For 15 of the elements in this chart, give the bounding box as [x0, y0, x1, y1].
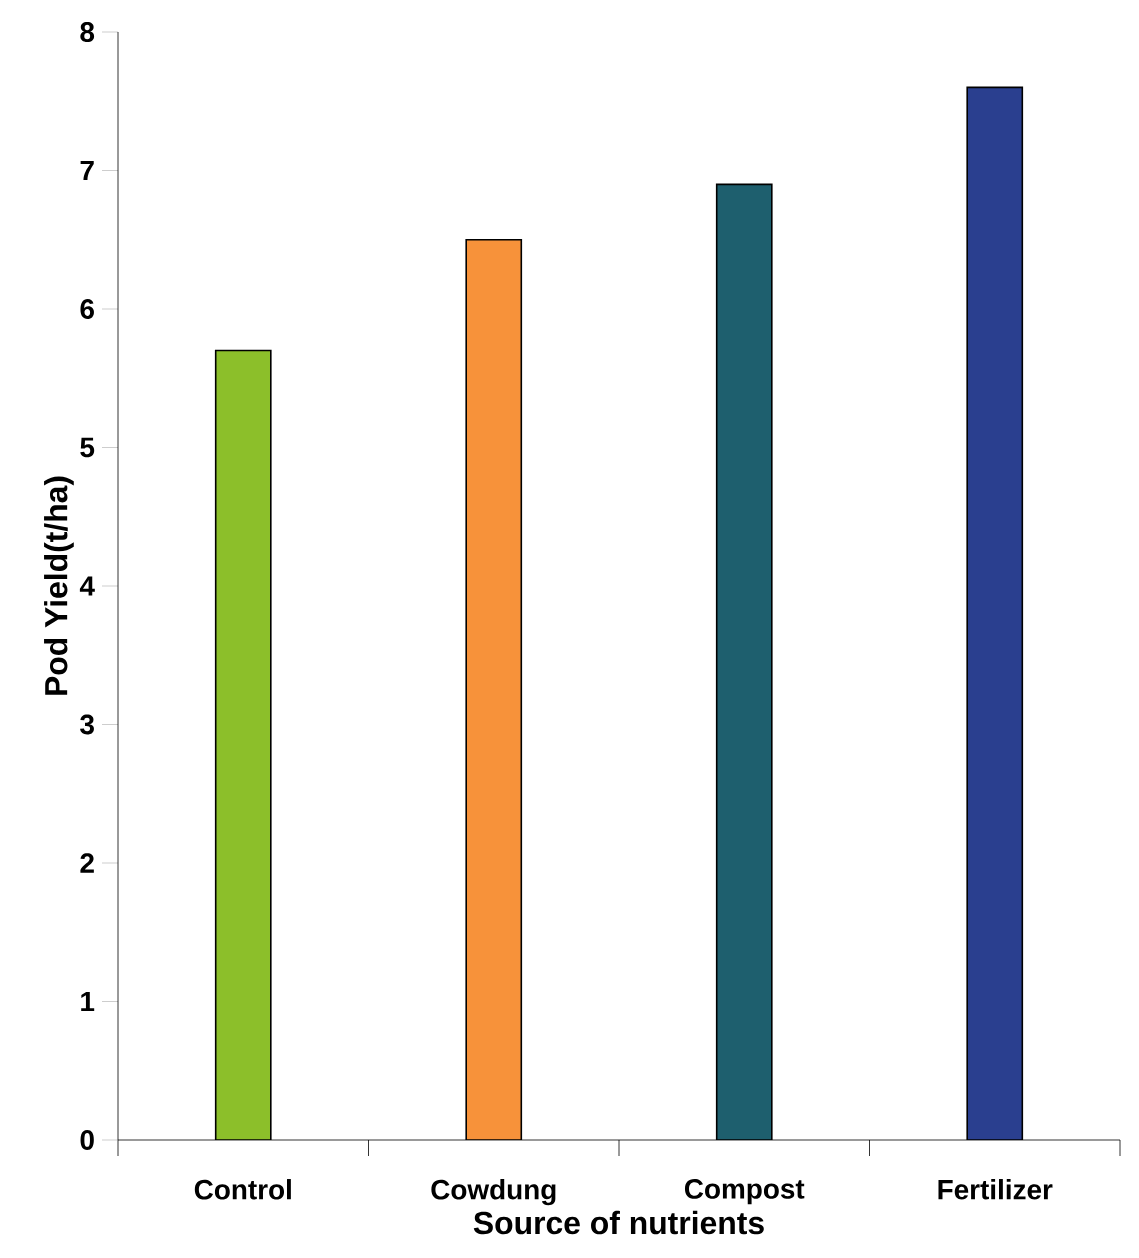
y-tick-label: 0 — [80, 1130, 94, 1150]
x-axis-title: Source of nutrients — [473, 1210, 764, 1235]
x-tick-label: Cowdung — [431, 1179, 556, 1206]
y-axis-title: Pod Yield(t/ha) — [44, 476, 74, 695]
y-tick-label: 6 — [80, 299, 94, 319]
y-tick-label: 3 — [80, 714, 94, 735]
x-tick-label: Compost — [684, 1179, 805, 1205]
y-tick-label: 2 — [80, 853, 94, 873]
y-tick-label: 8 — [80, 22, 95, 42]
y-tick-label: 1 — [81, 991, 95, 1012]
x-tick-label: Fertilizer — [938, 1179, 1053, 1200]
y-tick-label: 4 — [79, 576, 95, 596]
x-tick-label: Control — [194, 1179, 291, 1200]
y-tick-label: 5 — [80, 437, 95, 458]
y-tick-label: 7 — [80, 160, 94, 181]
